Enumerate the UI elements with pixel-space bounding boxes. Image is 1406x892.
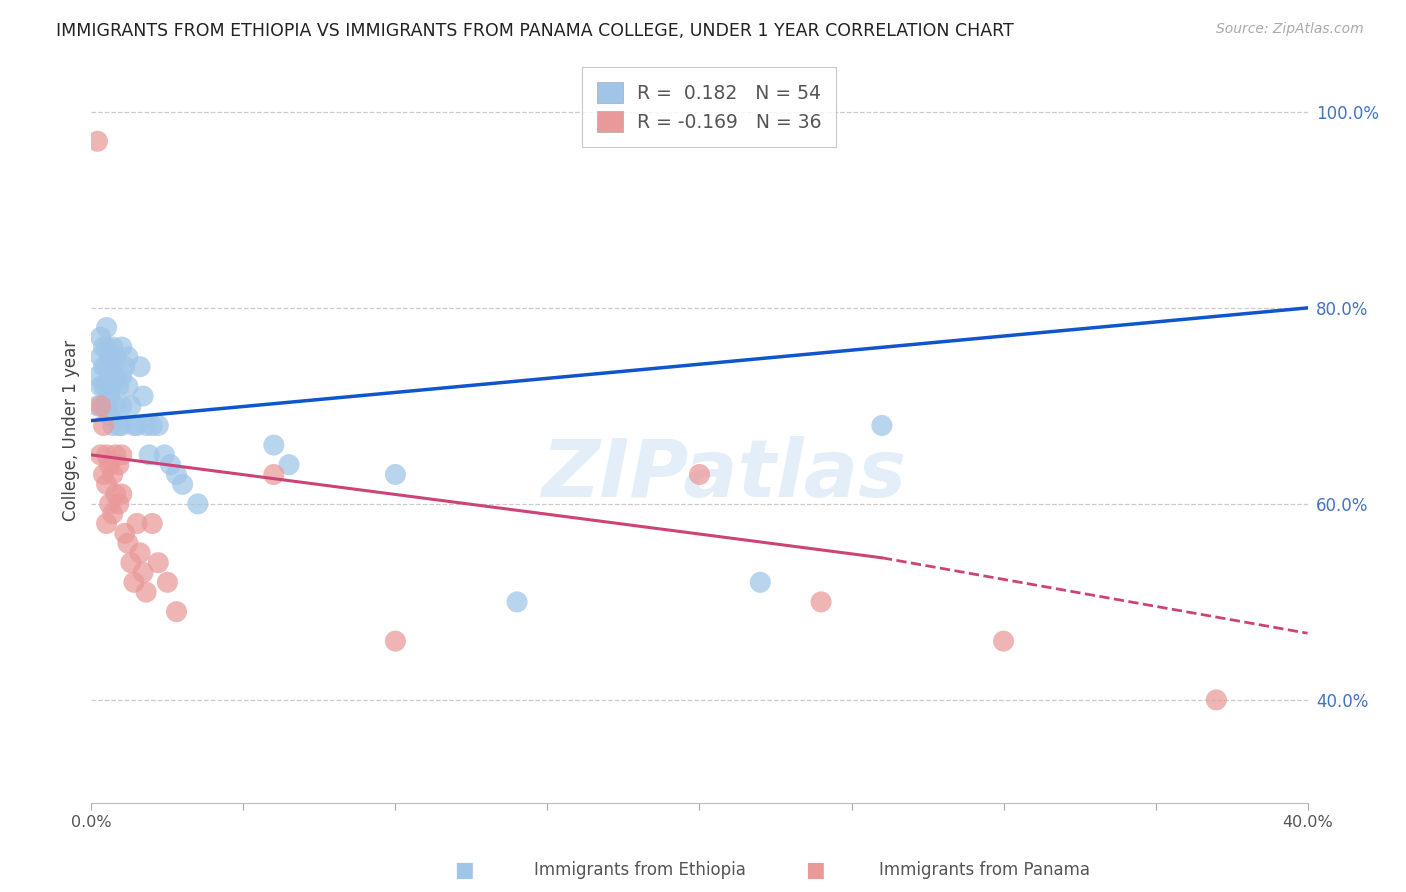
Point xyxy=(117,536,139,550)
Point xyxy=(101,467,124,482)
Point xyxy=(86,399,108,413)
Point xyxy=(89,448,111,462)
Point xyxy=(117,379,139,393)
Point xyxy=(111,448,134,462)
Legend: R =  0.182   N = 54, R = -0.169   N = 36: R = 0.182 N = 54, R = -0.169 N = 36 xyxy=(582,68,837,147)
Point xyxy=(263,467,285,482)
Point xyxy=(98,350,121,364)
Point xyxy=(96,379,118,393)
Point xyxy=(166,467,188,482)
Point xyxy=(749,575,772,590)
Point xyxy=(138,448,160,462)
Text: IMMIGRANTS FROM ETHIOPIA VS IMMIGRANTS FROM PANAMA COLLEGE, UNDER 1 YEAR CORRELA: IMMIGRANTS FROM ETHIOPIA VS IMMIGRANTS F… xyxy=(56,22,1014,40)
Point xyxy=(993,634,1015,648)
Point xyxy=(129,546,152,560)
Point xyxy=(172,477,194,491)
Point xyxy=(129,359,152,374)
Point xyxy=(111,340,134,354)
Point xyxy=(89,350,111,364)
Point xyxy=(93,418,115,433)
Point xyxy=(148,418,170,433)
Point xyxy=(89,330,111,344)
Point xyxy=(96,448,118,462)
Point xyxy=(263,438,285,452)
Point xyxy=(688,467,710,482)
Point xyxy=(120,399,142,413)
Point xyxy=(384,467,406,482)
Point xyxy=(104,350,127,364)
Point xyxy=(86,134,108,148)
Point xyxy=(98,497,121,511)
Point xyxy=(93,340,115,354)
Point xyxy=(111,418,134,433)
Point xyxy=(125,418,148,433)
Point xyxy=(114,526,136,541)
Point xyxy=(114,359,136,374)
Point xyxy=(278,458,301,472)
Point xyxy=(101,507,124,521)
Point xyxy=(98,389,121,403)
Point xyxy=(104,487,127,501)
Point xyxy=(107,418,129,433)
Point xyxy=(166,605,188,619)
Point xyxy=(89,379,111,393)
Point xyxy=(141,418,163,433)
Point xyxy=(101,340,124,354)
Point xyxy=(107,379,129,393)
Point xyxy=(117,350,139,364)
Point xyxy=(107,497,129,511)
Point xyxy=(187,497,209,511)
Point xyxy=(93,399,115,413)
Point xyxy=(122,575,145,590)
Point xyxy=(93,379,115,393)
Point xyxy=(96,320,118,334)
Text: ■: ■ xyxy=(806,860,825,880)
Point xyxy=(98,409,121,423)
Point xyxy=(153,448,176,462)
Point xyxy=(111,399,134,413)
Point xyxy=(870,418,893,433)
Text: Immigrants from Ethiopia: Immigrants from Ethiopia xyxy=(534,861,747,879)
Point xyxy=(156,575,179,590)
Point xyxy=(96,399,118,413)
Point xyxy=(384,634,406,648)
Point xyxy=(89,399,111,413)
Point xyxy=(132,389,155,403)
Point xyxy=(101,418,124,433)
Point xyxy=(96,477,118,491)
Point xyxy=(141,516,163,531)
Point xyxy=(96,340,118,354)
Point xyxy=(1205,693,1227,707)
Point xyxy=(101,379,124,393)
Point xyxy=(104,399,127,413)
Text: Immigrants from Panama: Immigrants from Panama xyxy=(879,861,1090,879)
Point xyxy=(104,369,127,384)
Point xyxy=(96,516,118,531)
Text: Source: ZipAtlas.com: Source: ZipAtlas.com xyxy=(1216,22,1364,37)
Point xyxy=(98,458,121,472)
Point xyxy=(506,595,529,609)
Y-axis label: College, Under 1 year: College, Under 1 year xyxy=(62,340,80,521)
Point xyxy=(135,585,157,599)
Point xyxy=(135,418,157,433)
Point xyxy=(120,556,142,570)
Point xyxy=(111,369,134,384)
Point xyxy=(111,487,134,501)
Point xyxy=(122,418,145,433)
Point xyxy=(96,359,118,374)
Point xyxy=(148,556,170,570)
Point xyxy=(159,458,181,472)
Point xyxy=(93,467,115,482)
Point xyxy=(104,448,127,462)
Point xyxy=(101,359,124,374)
Point xyxy=(86,369,108,384)
Point xyxy=(93,359,115,374)
Point xyxy=(98,369,121,384)
Point xyxy=(132,566,155,580)
Point xyxy=(125,516,148,531)
Point xyxy=(810,595,832,609)
Text: ZIPatlas: ZIPatlas xyxy=(541,436,907,514)
Text: ■: ■ xyxy=(454,860,474,880)
Point xyxy=(107,458,129,472)
